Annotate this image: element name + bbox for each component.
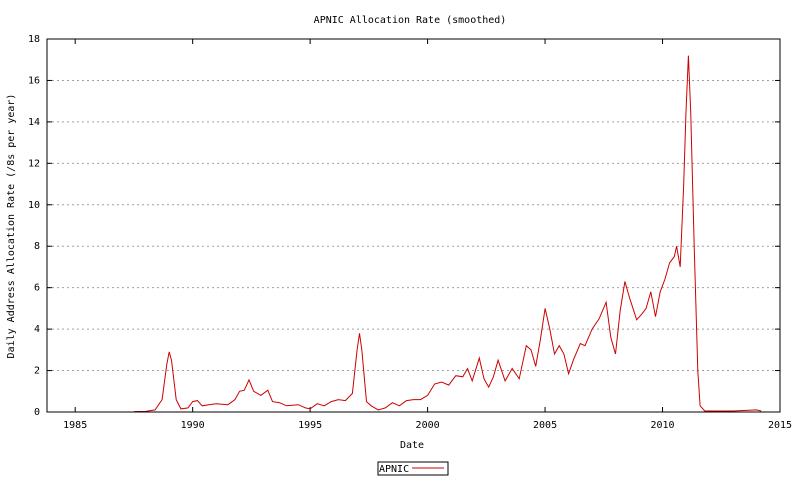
- y-tick-label: 8: [34, 241, 40, 252]
- y-tick-label: 18: [28, 34, 40, 45]
- y-tick-label: 14: [28, 117, 40, 128]
- x-tick-label: 1985: [63, 420, 87, 431]
- x-tick-label: 2005: [533, 420, 557, 431]
- x-tick-label: 2000: [416, 420, 440, 431]
- series-line-apnic: [133, 55, 762, 413]
- grid-lines: [47, 79, 780, 372]
- legend: APNIC: [377, 461, 449, 476]
- x-tick-label: 1995: [298, 420, 322, 431]
- y-tick-label: 6: [34, 283, 40, 294]
- y-axis-label: Daily Address Allocation Rate (/8s per y…: [6, 94, 17, 359]
- chart-title: APNIC Allocation Rate (smoothed): [314, 15, 507, 26]
- legend-box: [377, 461, 449, 476]
- x-axis-label: Date: [400, 440, 424, 451]
- y-tick-label: 10: [28, 200, 40, 211]
- x-axis-ticks: 1985 1990 1995 2000 2005 2010 2015: [63, 39, 792, 431]
- x-tick-label: 1990: [181, 420, 205, 431]
- legend-label: APNIC: [379, 464, 409, 475]
- plot-frame: [46, 38, 781, 413]
- y-tick-label: 4: [34, 324, 40, 335]
- y-tick-label: 2: [34, 366, 40, 377]
- y-tick-label: 12: [28, 158, 40, 169]
- y-axis-ticks: 0 2 4 6 8 10 12 14 16 18: [28, 34, 780, 418]
- x-tick-label: 2015: [768, 420, 792, 431]
- y-tick-label: 0: [34, 407, 40, 418]
- x-tick-label: 2010: [650, 420, 674, 431]
- y-tick-label: 16: [28, 75, 40, 86]
